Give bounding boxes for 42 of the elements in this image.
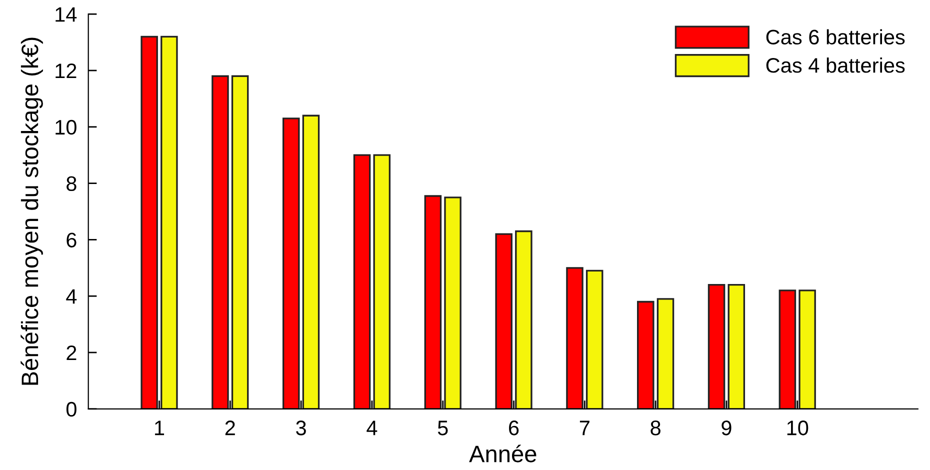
bar [586, 270, 604, 409]
bar [140, 36, 158, 409]
bar [656, 298, 674, 409]
x-tick-label: 2 [225, 420, 235, 436]
bar [282, 118, 300, 409]
bar [212, 75, 229, 409]
legend-label: Cas 4 batteries [766, 57, 905, 73]
x-tick-label: 7 [580, 420, 590, 436]
x-tick-label: 10 [787, 420, 808, 436]
legend-label: Cas 6 batteries [766, 29, 905, 45]
y-tick-label: 10 [56, 120, 76, 135]
x-tick-label: 1 [155, 420, 164, 436]
bar [515, 230, 532, 409]
x-tick-label: 8 [650, 420, 660, 436]
bar [231, 75, 249, 409]
y-tick-label: 6 [66, 232, 76, 248]
y-tick-label: 14 [56, 7, 77, 22]
bar [637, 300, 654, 409]
bar [495, 233, 512, 409]
x-tick-label: 4 [366, 420, 378, 436]
bar [353, 154, 371, 409]
y-axis-title: Bénéfice moyen du stockage (k€) [20, 38, 43, 385]
x-tick-label: 9 [722, 420, 732, 436]
bar [728, 284, 746, 409]
y-tick-label: 12 [56, 64, 76, 78]
bar [798, 290, 816, 409]
bar [566, 267, 584, 409]
x-axis-title: Année [469, 444, 536, 462]
y-tick-label: 0 [66, 402, 76, 417]
bar [708, 284, 726, 409]
bar [424, 195, 442, 409]
y-tick-label: 8 [66, 176, 76, 192]
bar [778, 290, 796, 409]
y-tick-label: 2 [66, 346, 76, 360]
x-tick-label: 3 [296, 420, 306, 436]
bar [373, 154, 391, 409]
bar [160, 36, 178, 409]
x-tick-label: 5 [438, 420, 448, 436]
bar [302, 114, 320, 409]
y-tick-label: 4 [66, 289, 77, 304]
bar [444, 196, 462, 409]
x-tick-label: 6 [509, 420, 519, 436]
